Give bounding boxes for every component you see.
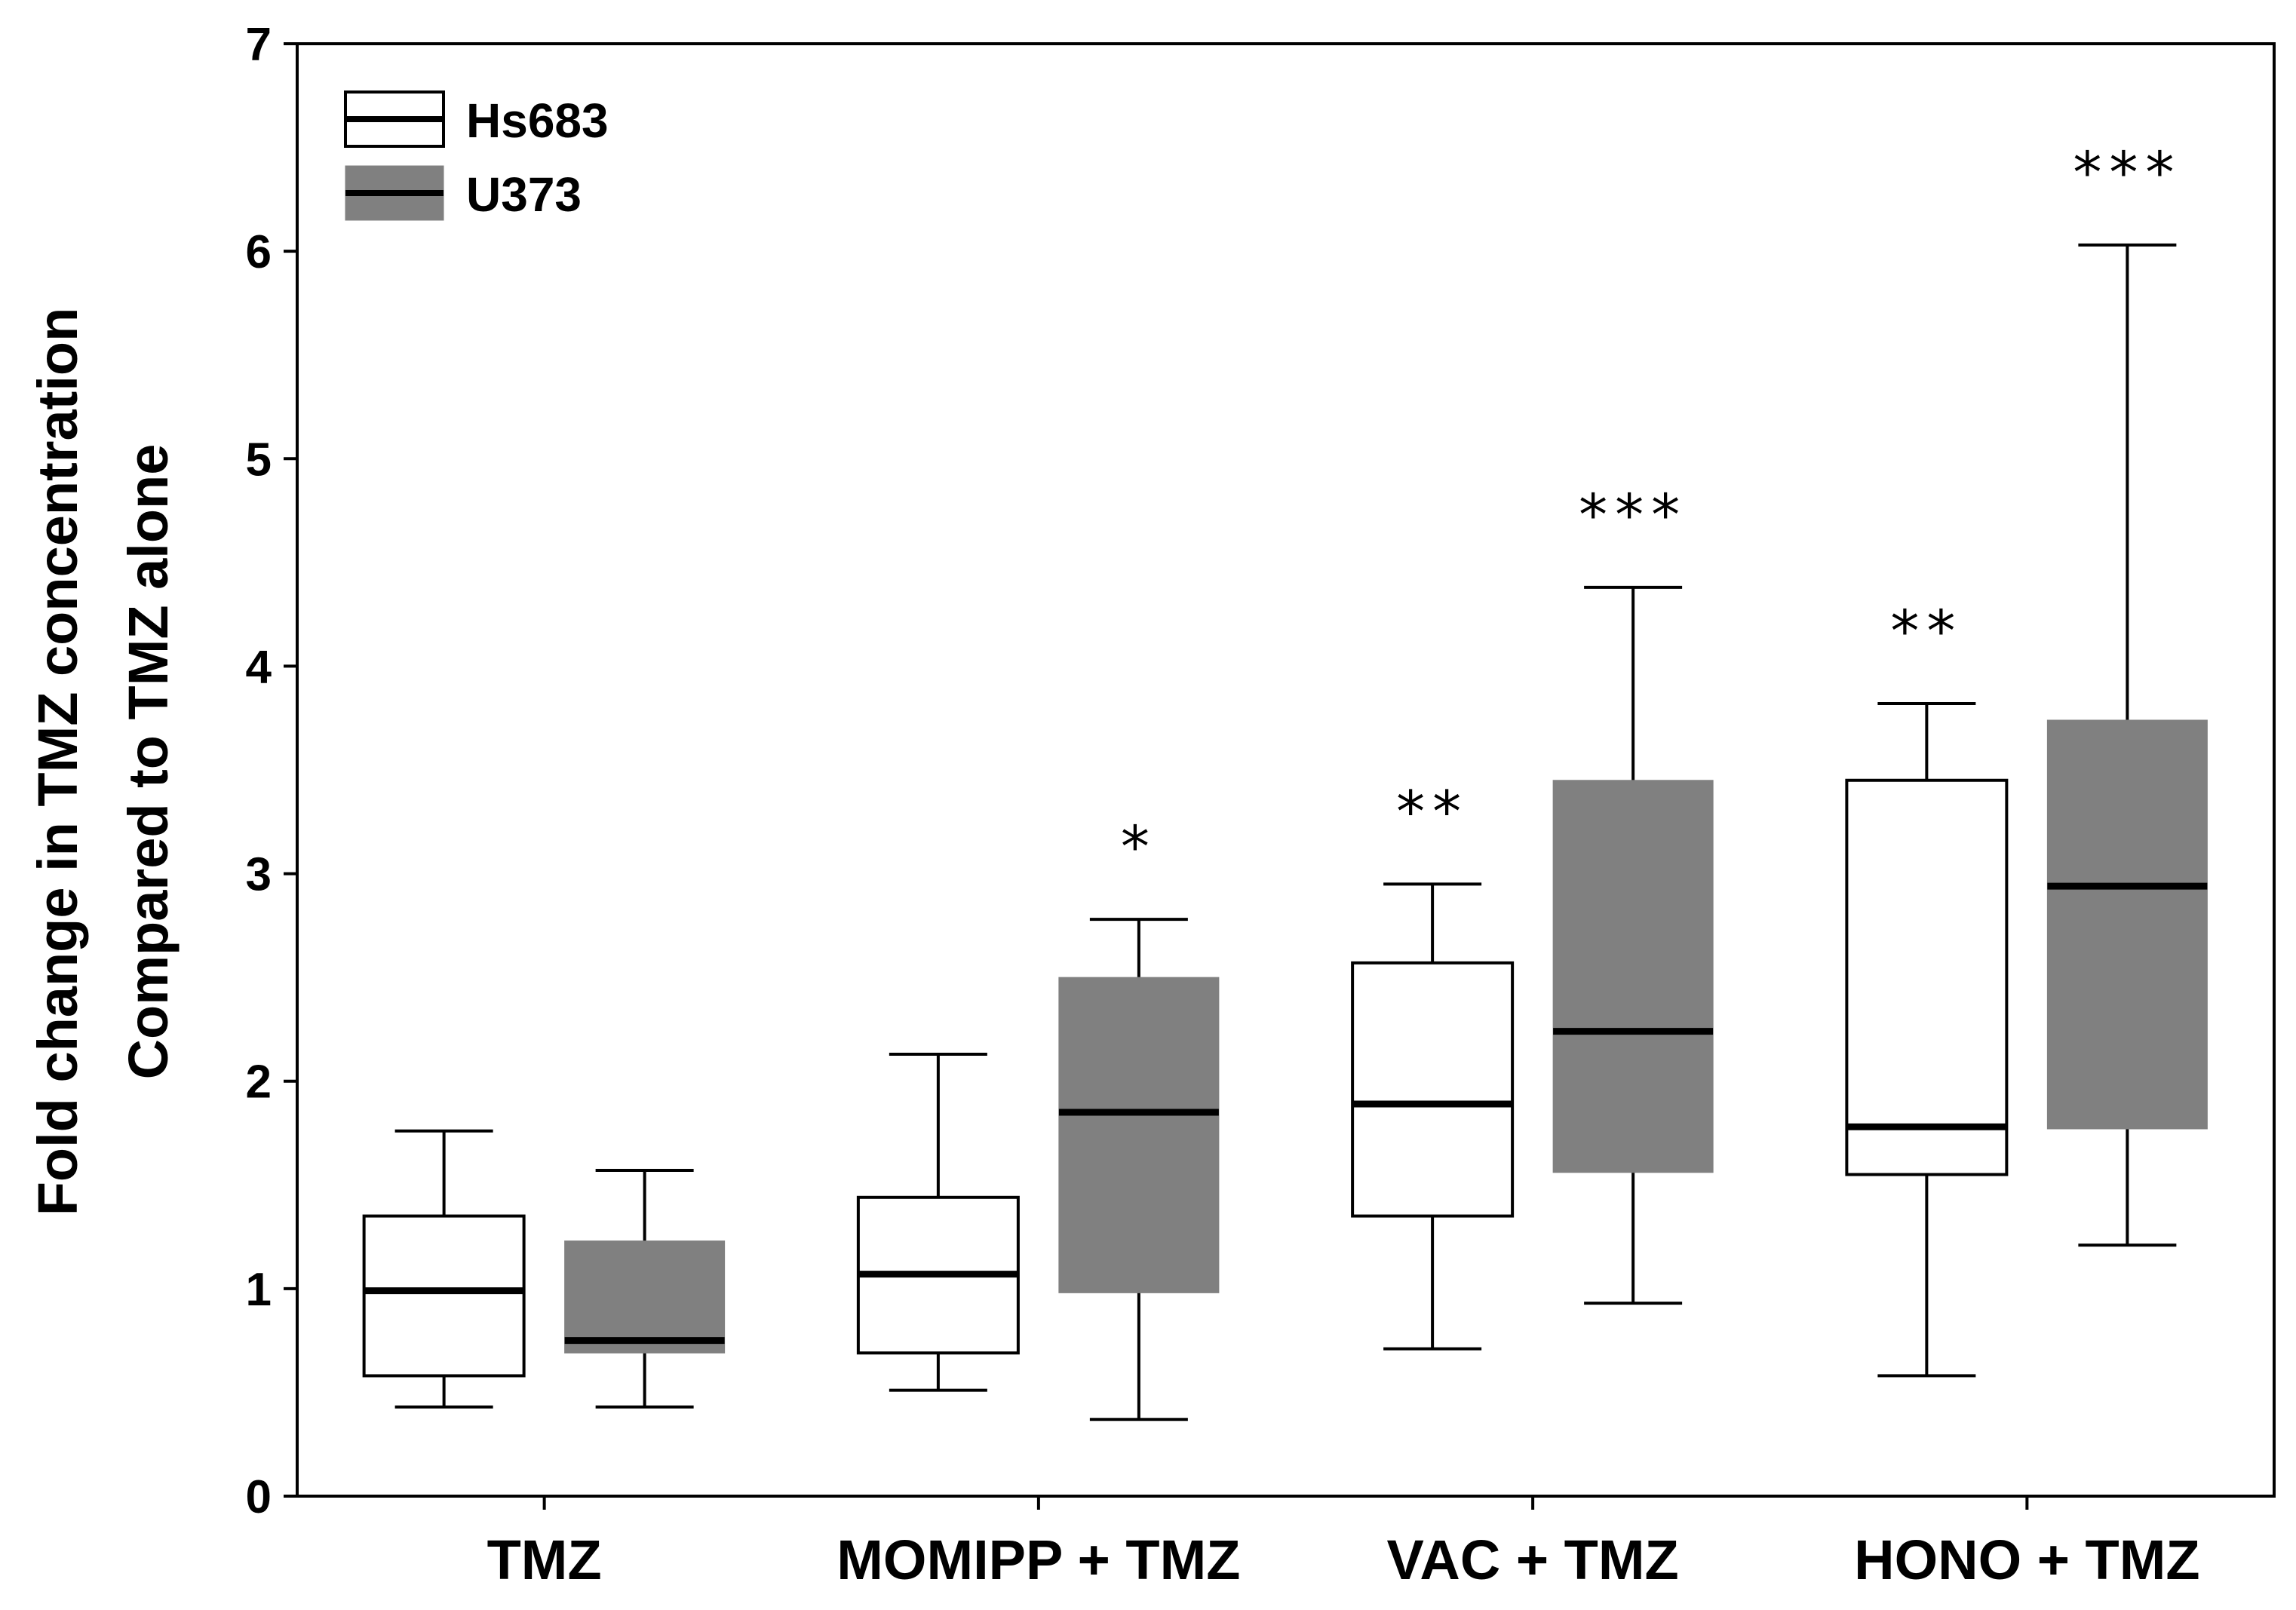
iqr-box: [2046, 719, 2208, 1130]
y-tick-label: 3: [246, 849, 272, 901]
y-tick-label: 6: [246, 226, 272, 278]
box-hs683-4: **: [1845, 597, 2009, 1378]
significance-marker: ***: [1579, 481, 1687, 548]
box-hs683-1: [362, 1129, 526, 1409]
legend-label-u373: U373: [466, 167, 582, 222]
iqr-box: [362, 1214, 526, 1378]
box-u373-1: [564, 1169, 726, 1409]
x-tick-label: TMZ: [487, 1529, 602, 1591]
y-tick-label: 2: [246, 1056, 272, 1109]
x-axis: TMZ MOMIPP + TMZ VAC + TMZ HONO + TMZ: [487, 1496, 2200, 1591]
significance-marker: **: [1396, 777, 1469, 845]
significance-marker: **: [1890, 597, 1963, 664]
box-hs683-3: **: [1351, 777, 1515, 1351]
chart-marks: ***********: [362, 139, 2208, 1421]
significance-marker: *: [1121, 813, 1157, 880]
y-axis: 0 1 2 3 4 5 6 7: [246, 19, 297, 1523]
y-axis-label-line-2: Compared to TMZ alone: [117, 444, 180, 1080]
y-tick-label: 1: [246, 1264, 272, 1316]
x-tick-label: VAC + TMZ: [1387, 1529, 1679, 1591]
y-tick-label: 0: [246, 1471, 272, 1523]
y-axis-label: Fold change in TMZ concentration Compare…: [26, 308, 180, 1216]
x-tick-label: MOMIPP + TMZ: [836, 1529, 1240, 1591]
iqr-box: [564, 1240, 726, 1354]
y-tick-label: 5: [246, 434, 272, 486]
significance-marker: ***: [2073, 139, 2181, 206]
iqr-box: [1351, 961, 1515, 1218]
y-axis-label-line-1: Fold change in TMZ concentration: [26, 308, 89, 1216]
iqr-box: [1058, 977, 1220, 1293]
iqr-box: [1552, 780, 1714, 1173]
plot-frame: [296, 42, 2276, 1498]
x-tick-label: HONO + TMZ: [1854, 1529, 2199, 1591]
y-tick-label: 7: [246, 19, 272, 71]
iqr-box: [1845, 778, 2009, 1176]
box-hs683-2: [856, 1052, 1020, 1392]
legend-label-hs683: Hs683: [466, 94, 609, 148]
y-tick-label: 4: [246, 641, 272, 693]
legend: Hs683 U373: [344, 90, 609, 222]
box-u373-3: ***: [1552, 481, 1714, 1305]
box-u373-2: *: [1058, 813, 1220, 1421]
box-u373-4: ***: [2046, 139, 2208, 1247]
